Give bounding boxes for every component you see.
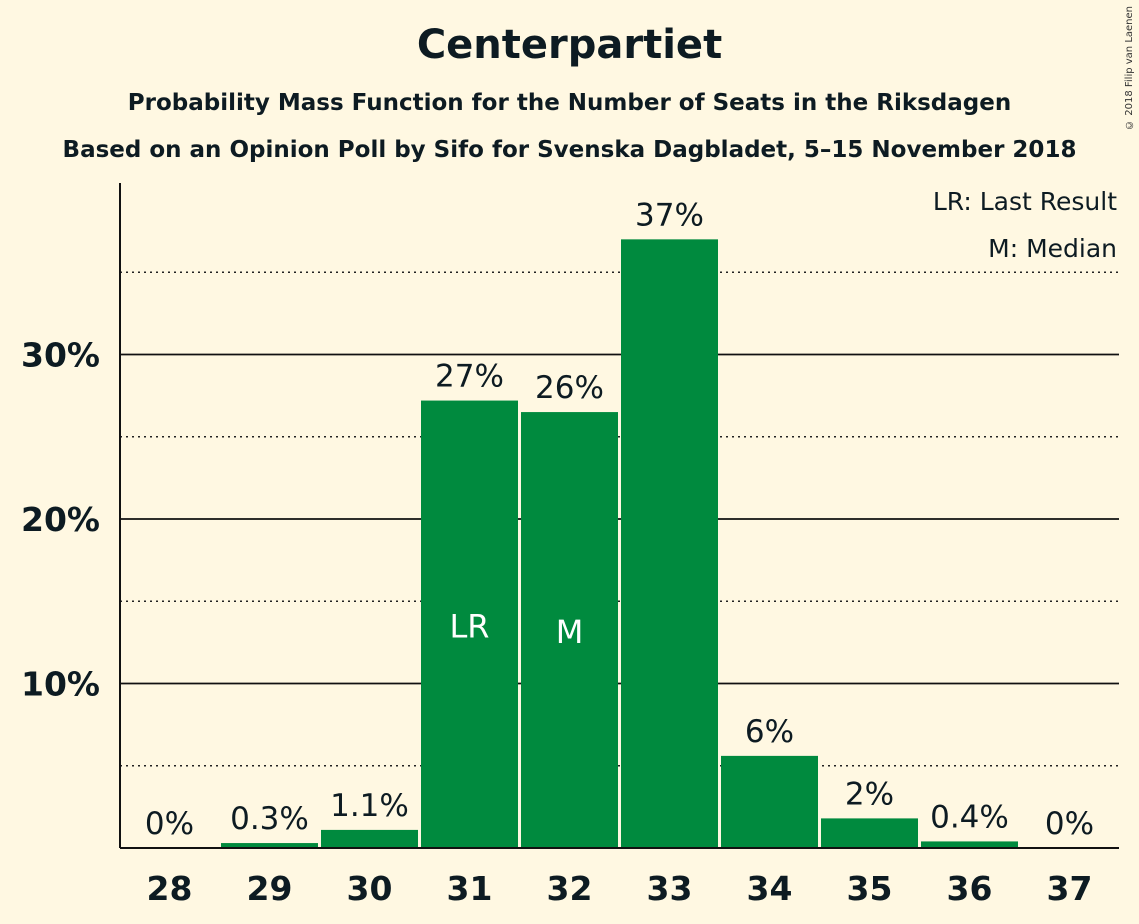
bar-value-label: 0% (1045, 806, 1094, 842)
bar-value-label: 37% (635, 197, 704, 233)
bar-value-label: 0.3% (230, 801, 309, 837)
x-tick-label: 37 (1047, 869, 1093, 908)
bar (621, 239, 718, 849)
bar-marker-label: LR (449, 607, 489, 645)
y-tick-label: 20% (21, 500, 100, 539)
bar-value-label: 27% (435, 359, 504, 395)
bars (221, 239, 1018, 849)
x-tick-label: 36 (947, 869, 993, 908)
legend-last-result: LR: Last Result (933, 187, 1117, 216)
legend-median: M: Median (988, 234, 1117, 263)
x-tick-label: 33 (647, 869, 693, 908)
x-tick-label: 30 (347, 869, 393, 908)
data-labels: 0% 0.3% 1.1% 27% LR 26% M 37% 6% 2% 0.4% 0% (145, 197, 1094, 842)
bar-value-label: 2% (845, 776, 894, 812)
x-tick-label: 29 (247, 869, 293, 908)
bar (921, 841, 1018, 848)
bar-marker-label: M (556, 613, 584, 651)
x-tick-label: 31 (447, 869, 493, 908)
bar-value-label: 0% (145, 806, 194, 842)
bar (721, 755, 818, 848)
axes: 10% 20% 30% 28 29 30 31 32 33 34 35 36 37 (21, 183, 1119, 908)
bar (521, 412, 618, 848)
x-tick-label: 28 (147, 869, 193, 908)
bar (421, 400, 518, 848)
bar-value-label: 6% (745, 714, 794, 750)
bar (321, 829, 418, 848)
y-tick-label: 10% (21, 665, 100, 704)
x-tick-label: 32 (547, 869, 593, 908)
chart-subtitle: Probability Mass Function for the Number… (127, 90, 1012, 116)
x-tick-label: 34 (747, 869, 793, 908)
chart-title: Centerpartiet (416, 22, 723, 68)
bar-value-label: 0.4% (930, 799, 1009, 835)
bar (821, 818, 918, 848)
bar-value-label: 1.1% (330, 788, 409, 824)
gridlines (120, 271, 1119, 767)
bar (221, 843, 318, 848)
y-tick-label: 30% (21, 336, 100, 375)
bar-value-label: 26% (535, 370, 604, 406)
chart-subtitle-source: Based on an Opinion Poll by Sifo for Sve… (62, 137, 1077, 163)
x-tick-label: 35 (847, 869, 893, 908)
